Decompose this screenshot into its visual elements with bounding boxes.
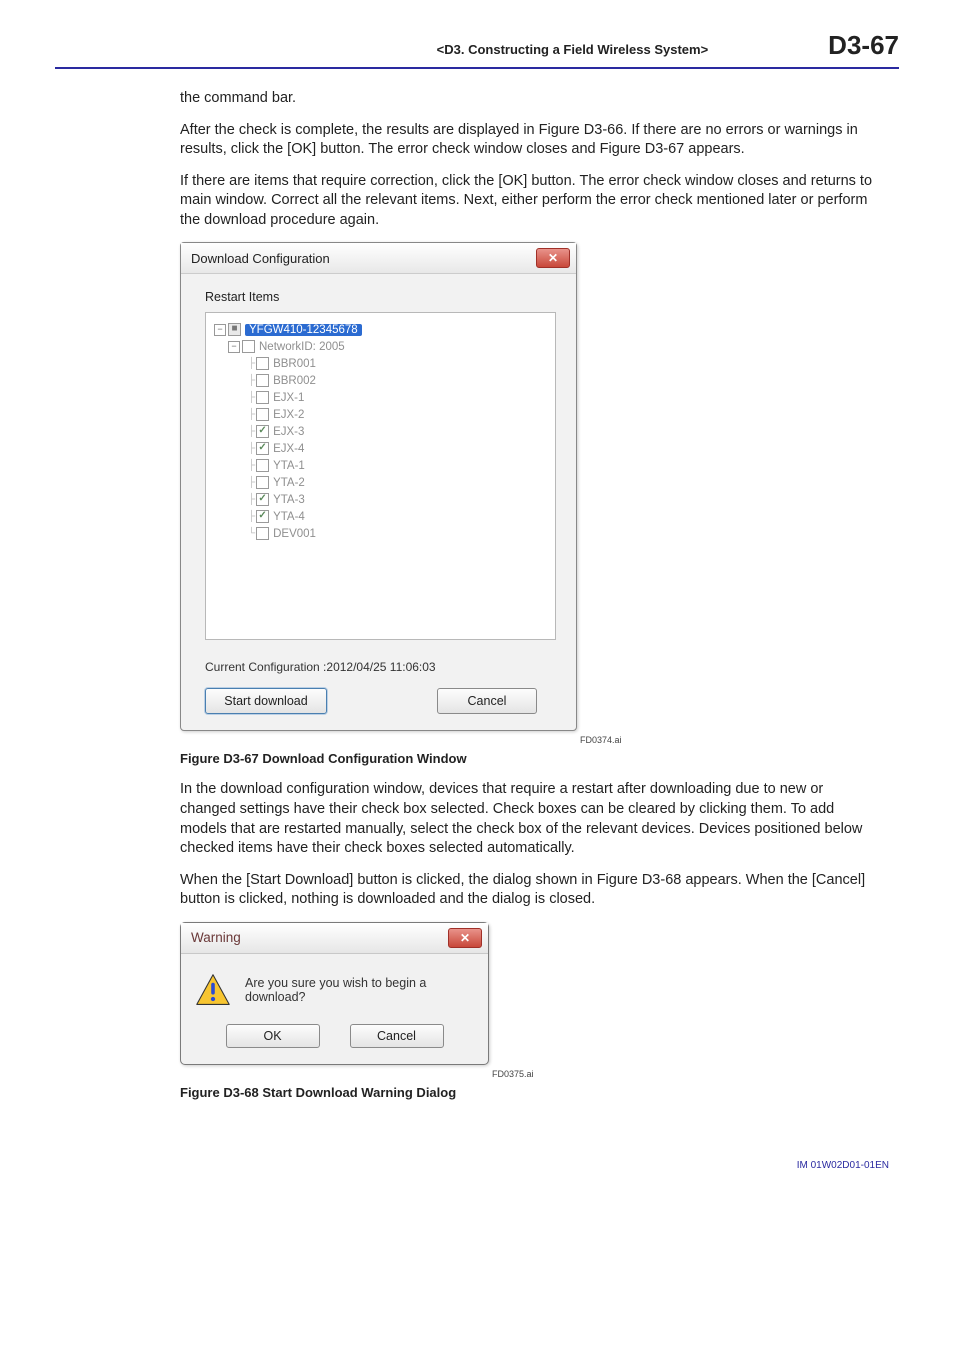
tree-item[interactable]: └ DEV001 [248, 525, 547, 542]
checkbox-icon[interactable]: ✓ [256, 425, 269, 438]
tree-connector: ├ [248, 392, 254, 403]
window-titlebar: Download Configuration ✕ [181, 243, 576, 274]
header-page-number: D3-67 [828, 30, 899, 61]
expander-icon[interactable]: − [228, 341, 240, 353]
tree-item-label: EJX-1 [273, 392, 304, 404]
checkbox-icon[interactable] [242, 340, 255, 353]
tree-connector: ├ [248, 494, 254, 505]
tree-item-label: BBR002 [273, 375, 316, 387]
tree-item[interactable]: ├✓ EJX-4 [248, 440, 547, 457]
paragraph: the command bar. [180, 89, 879, 109]
paragraph: After the check is complete, the results… [180, 121, 879, 160]
page-header: <D3. Constructing a Field Wireless Syste… [55, 30, 899, 69]
close-icon[interactable]: ✕ [448, 928, 482, 948]
cancel-button[interactable]: Cancel [350, 1024, 444, 1048]
checkbox-icon[interactable] [256, 374, 269, 387]
tree-network-label: NetworkID: 2005 [259, 341, 345, 353]
tree-item-label: DEV001 [273, 528, 316, 540]
tree-connector: ├ [248, 426, 254, 437]
checkbox-icon[interactable]: ✓ [256, 493, 269, 506]
tree-connector: └ [248, 528, 254, 539]
close-icon[interactable]: ✕ [536, 248, 570, 268]
checkbox-icon[interactable]: ✓ [256, 442, 269, 455]
restart-items-label: Restart Items [205, 290, 556, 304]
expander-icon[interactable]: − [214, 324, 226, 336]
download-config-window: Download Configuration ✕ Restart Items −… [180, 242, 577, 731]
checkbox-icon[interactable]: ✓ [256, 510, 269, 523]
warning-titlebar: Warning ✕ [181, 923, 488, 954]
checkbox-icon[interactable] [256, 459, 269, 472]
paragraph: If there are items that require correcti… [180, 172, 879, 231]
checkbox-icon[interactable]: ■ [228, 323, 241, 336]
checkbox-icon[interactable] [256, 408, 269, 421]
tree-item[interactable]: ├ BBR001 [248, 355, 547, 372]
tree-item-label: BBR001 [273, 358, 316, 370]
current-config-label: Current Configuration :2012/04/25 11:06:… [205, 660, 556, 674]
tree-connector: ├ [248, 477, 254, 488]
tree-connector: ├ [248, 409, 254, 420]
warning-text: Are you sure you wish to begin a downloa… [245, 976, 474, 1004]
footer-doc-id: IM 01W02D01-01EN [55, 1160, 899, 1171]
tree-item[interactable]: ├✓ YTA-4 [248, 508, 547, 525]
ok-button[interactable]: OK [226, 1024, 320, 1048]
checkbox-icon[interactable] [256, 391, 269, 404]
tree-connector: ├ [248, 460, 254, 471]
checkbox-icon[interactable] [256, 476, 269, 489]
tree-item[interactable]: ├ BBR002 [248, 372, 547, 389]
figure-ref: FD0375.ai [492, 1069, 879, 1079]
tree-item-label: YTA-4 [273, 511, 305, 523]
checkbox-icon[interactable] [256, 357, 269, 370]
warning-title: Warning [191, 930, 241, 945]
warning-dialog: Warning ✕ Are you sure you wish to begin… [180, 922, 489, 1065]
tree-item[interactable]: ├✓ YTA-3 [248, 491, 547, 508]
tree-connector: ├ [248, 358, 254, 369]
cancel-button[interactable]: Cancel [437, 688, 537, 714]
figure-caption: Figure D3-67 Download Configuration Wind… [180, 751, 879, 766]
window-title: Download Configuration [191, 251, 330, 266]
tree-item[interactable]: ├ YTA-1 [248, 457, 547, 474]
warning-icon [195, 972, 231, 1008]
tree-item-label: YTA-2 [273, 477, 305, 489]
figure-caption: Figure D3-68 Start Download Warning Dial… [180, 1085, 879, 1100]
tree-item-label: YTA-1 [273, 460, 305, 472]
tree-root-label: YFGW410-12345678 [245, 324, 362, 336]
tree-root[interactable]: − ■ YFGW410-12345678 [214, 321, 547, 338]
tree-item[interactable]: ├ YTA-2 [248, 474, 547, 491]
tree-item-label: EJX-3 [273, 426, 304, 438]
device-tree: − ■ YFGW410-12345678 − NetworkID: 2005 ├… [205, 312, 556, 640]
tree-connector: ├ [248, 511, 254, 522]
tree-network[interactable]: − NetworkID: 2005 [228, 338, 547, 355]
paragraph: When the [Start Download] button is clic… [180, 871, 879, 910]
start-download-button[interactable]: Start download [205, 688, 327, 714]
tree-connector: ├ [248, 375, 254, 386]
tree-item-label: EJX-4 [273, 443, 304, 455]
header-section-title: <D3. Constructing a Field Wireless Syste… [437, 42, 709, 57]
tree-item-label: YTA-3 [273, 494, 305, 506]
tree-item[interactable]: ├✓ EJX-3 [248, 423, 547, 440]
tree-connector: ├ [248, 443, 254, 454]
tree-item[interactable]: ├ EJX-1 [248, 389, 547, 406]
paragraph: In the download configuration window, de… [180, 780, 879, 858]
checkbox-icon[interactable] [256, 527, 269, 540]
tree-item-label: EJX-2 [273, 409, 304, 421]
tree-item[interactable]: ├ EJX-2 [248, 406, 547, 423]
figure-ref: FD0374.ai [580, 735, 879, 745]
